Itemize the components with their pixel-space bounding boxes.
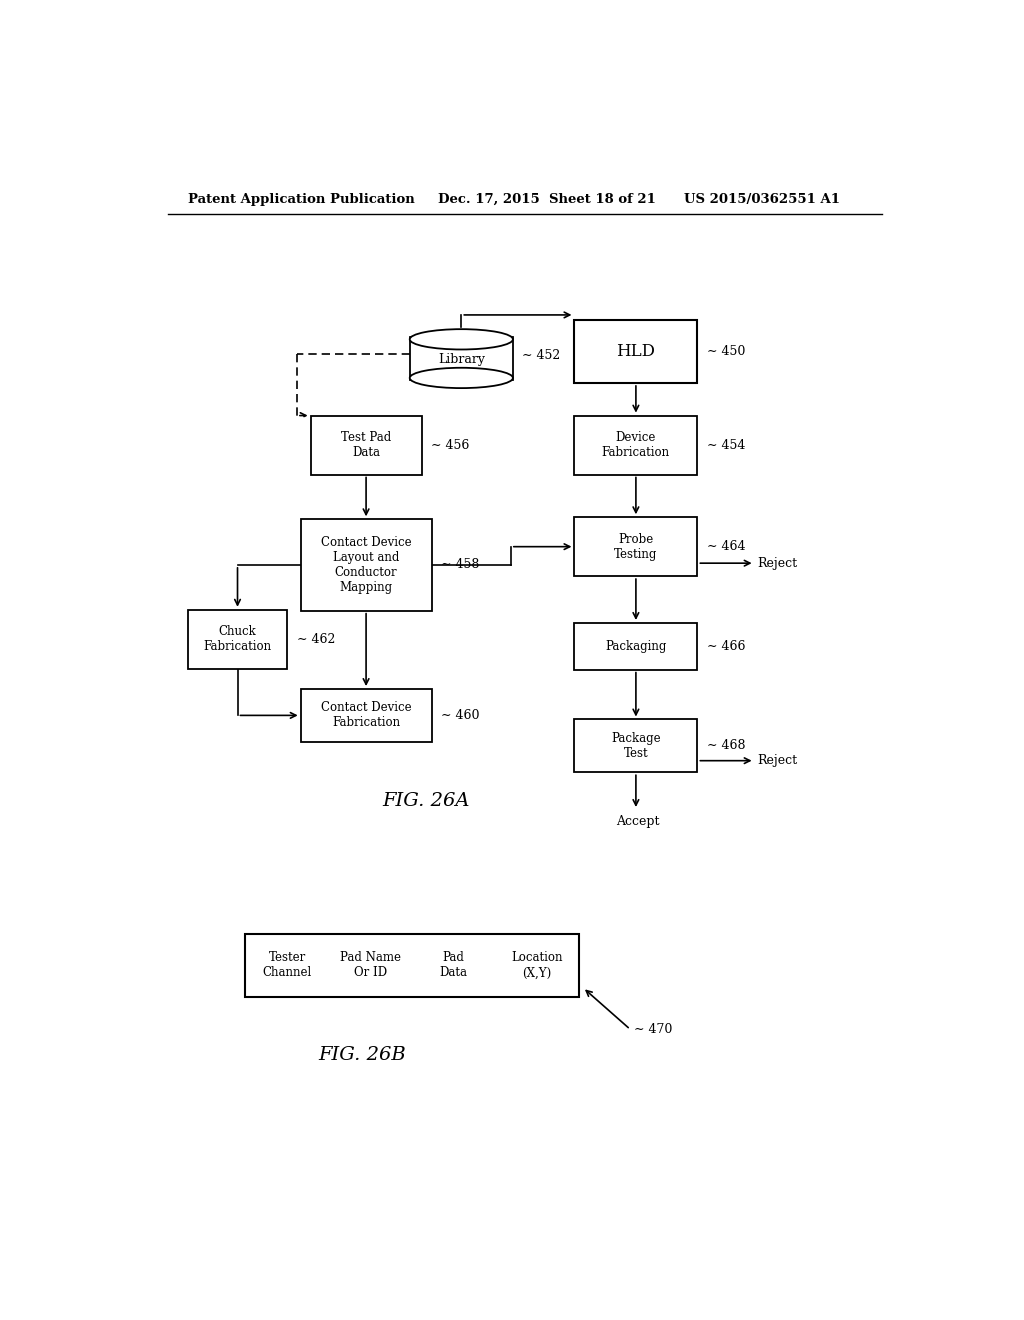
Text: ∼ 466: ∼ 466	[707, 640, 745, 653]
Text: FIG. 26B: FIG. 26B	[318, 1045, 406, 1064]
Text: Contact Device
Layout and
Conductor
Mapping: Contact Device Layout and Conductor Mapp…	[321, 536, 412, 594]
FancyBboxPatch shape	[574, 623, 697, 669]
Text: Probe
Testing: Probe Testing	[614, 533, 657, 561]
FancyBboxPatch shape	[410, 338, 513, 380]
Text: Reject: Reject	[758, 557, 798, 570]
Text: Location
(X,Y): Location (X,Y)	[511, 952, 563, 979]
Text: Reject: Reject	[758, 754, 798, 767]
Text: Library: Library	[438, 354, 484, 366]
Text: ∼ 458: ∼ 458	[441, 558, 479, 572]
Text: ∼ 462: ∼ 462	[297, 632, 335, 645]
Text: ∼ 468: ∼ 468	[707, 739, 745, 752]
Ellipse shape	[410, 329, 513, 350]
Text: ∼ 470: ∼ 470	[634, 1023, 673, 1036]
FancyBboxPatch shape	[246, 935, 579, 997]
Text: ∼ 450: ∼ 450	[707, 345, 745, 358]
FancyBboxPatch shape	[574, 719, 697, 772]
FancyBboxPatch shape	[574, 416, 697, 474]
Text: Pad
Data: Pad Data	[439, 952, 468, 979]
Ellipse shape	[410, 368, 513, 388]
Text: Pad Name
Or ID: Pad Name Or ID	[340, 952, 401, 979]
Text: Chuck
Fabrication: Chuck Fabrication	[204, 626, 271, 653]
Text: HLD: HLD	[616, 343, 655, 360]
Text: Packaging: Packaging	[605, 640, 667, 653]
Text: Device
Fabrication: Device Fabrication	[602, 432, 670, 459]
Text: ∼ 452: ∼ 452	[522, 348, 561, 362]
Text: Dec. 17, 2015  Sheet 18 of 21: Dec. 17, 2015 Sheet 18 of 21	[437, 193, 655, 206]
Text: ∼ 460: ∼ 460	[441, 709, 479, 722]
Text: FIG. 26A: FIG. 26A	[382, 792, 469, 809]
FancyBboxPatch shape	[310, 416, 422, 474]
Text: Patent Application Publication: Patent Application Publication	[187, 193, 415, 206]
Text: Tester
Channel: Tester Channel	[262, 952, 311, 979]
FancyBboxPatch shape	[574, 517, 697, 576]
Text: Package
Test: Package Test	[611, 731, 660, 760]
FancyBboxPatch shape	[188, 610, 287, 669]
Text: ∼ 456: ∼ 456	[431, 438, 470, 451]
Text: Contact Device
Fabrication: Contact Device Fabrication	[321, 701, 412, 730]
FancyBboxPatch shape	[301, 519, 431, 611]
Text: Accept: Accept	[616, 814, 659, 828]
Text: ∼ 454: ∼ 454	[707, 438, 745, 451]
FancyBboxPatch shape	[301, 689, 431, 742]
Text: ∼ 464: ∼ 464	[707, 540, 745, 553]
Text: US 2015/0362551 A1: US 2015/0362551 A1	[684, 193, 840, 206]
Text: Test Pad
Data: Test Pad Data	[341, 432, 391, 459]
FancyBboxPatch shape	[574, 319, 697, 383]
